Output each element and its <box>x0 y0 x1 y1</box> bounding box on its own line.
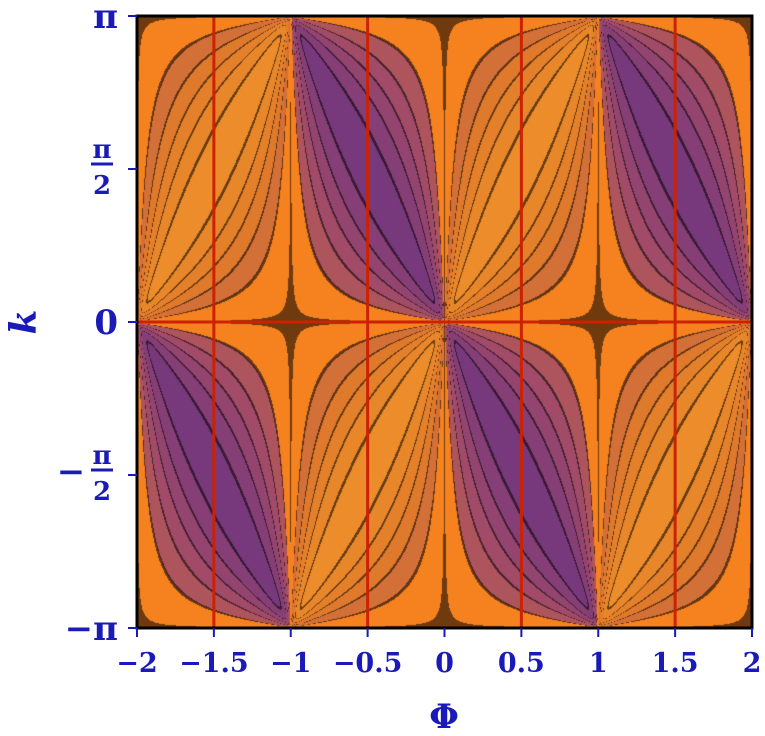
x-tick-label-2: −1 <box>270 648 311 679</box>
x-tick-label-8: 2 <box>743 648 762 679</box>
y-tick-numerator-3: π <box>92 441 111 471</box>
y-tick-numerator-1: π <box>92 135 111 165</box>
y-axis-title: k <box>3 310 45 335</box>
x-tick-label-7: 1.5 <box>652 648 699 679</box>
x-axis-title: Φ <box>429 697 459 736</box>
y-tick-denominator-3: 2 <box>93 477 111 507</box>
x-tick-label-6: 1 <box>589 648 608 679</box>
tick-marks <box>128 15 753 637</box>
y-tick-label-0: π <box>93 0 118 37</box>
y-tick-label-1: π2 <box>91 135 113 201</box>
x-tick-label-5: 0.5 <box>498 648 545 679</box>
y-tick-label-4: −π <box>65 609 118 649</box>
x-tick-label-4: 0 <box>435 648 454 679</box>
x-tick-label-0: −2 <box>116 648 157 679</box>
x-tick-label-3: −0.5 <box>333 648 403 679</box>
y-tick-label-2: 0 <box>94 303 118 343</box>
y-tick-sign-3: − <box>57 452 86 492</box>
y-tick-denominator-1: 2 <box>93 171 111 201</box>
x-tick-labels: −2 −1.5 −1 −0.5 0 0.5 1 1.5 2 <box>116 648 761 679</box>
y-tick-label-3: π 2− <box>57 441 113 507</box>
x-tick-label-1: −1.5 <box>179 648 249 679</box>
zero-contour-lines <box>137 16 752 628</box>
